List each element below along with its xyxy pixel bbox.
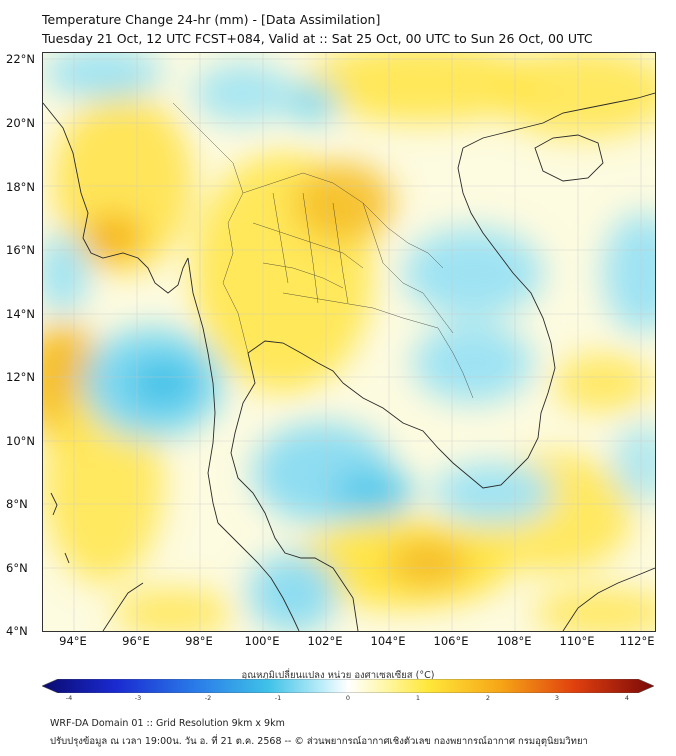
boundary-myanmar-thailand (212, 142, 249, 354)
lat-label: 20°N (6, 116, 35, 130)
lat-label: 10°N (6, 434, 35, 448)
cambodia-vietnam-coast (342, 382, 549, 489)
colorbar-tick: -4 (65, 694, 73, 702)
temperature-field-map (43, 53, 655, 631)
nicobar-islands (64, 552, 70, 564)
borneo-coast (562, 567, 655, 631)
colorbar-tick: 2 (485, 694, 491, 702)
coastlines (43, 92, 655, 631)
lat-label: 8°N (6, 497, 28, 511)
lat-label: 14°N (6, 307, 35, 321)
lon-label: 102°E (307, 634, 343, 648)
boundary-thai-provinces-2 (262, 262, 344, 289)
boundary-cambodia-thailand (282, 292, 439, 329)
colorbar-tick: 4 (624, 694, 630, 702)
lat-label: 16°N (6, 243, 35, 257)
boundary-thai-provinces-5 (332, 202, 349, 304)
title-line-1: Temperature Change 24-hr (mm) - [Data As… (42, 12, 381, 27)
colorbar-title: อุณหภูมิเปลี่ยนแปลง หน่วย องศาเซลเซียส (… (241, 670, 435, 681)
south-china-coast (462, 92, 655, 149)
colorbar-ramp (42, 679, 654, 693)
colorbar-tick: -3 (134, 694, 142, 702)
lat-label: 12°N (6, 370, 35, 384)
lat-label: 4°N (6, 624, 28, 638)
title-line-2: Tuesday 21 Oct, 12 UTC FCST+084, Valid a… (42, 31, 593, 46)
lon-label: 100°E (244, 634, 280, 648)
vietnam-east-coast (457, 147, 556, 394)
andaman-islands (50, 492, 58, 516)
temperature-field (43, 53, 655, 631)
andaman-coast (187, 257, 219, 524)
map-title: Temperature Change 24-hr (mm) - [Data As… (42, 10, 593, 48)
boundary-myanmar-china (172, 102, 214, 144)
boundary-thai-provinces-1 (252, 222, 364, 269)
sumatra-coast (102, 582, 144, 631)
colorbar-tick: -2 (204, 694, 212, 702)
colorbar (42, 679, 654, 693)
lat-label: 6°N (6, 561, 28, 575)
peninsula-east-coast (230, 352, 359, 631)
graticule (43, 53, 655, 631)
boundary-thai-provinces-4 (302, 192, 319, 304)
lon-label: 108°E (496, 634, 532, 648)
footer-model-info: WRF-DA Domain 01 :: Grid Resolution 9km … (50, 718, 285, 729)
admin-boundaries (172, 102, 474, 399)
lon-label: 112°E (619, 634, 655, 648)
colorbar-tick: 3 (554, 694, 560, 702)
upper-gulf-coast (247, 340, 344, 384)
lon-label: 104°E (370, 634, 406, 648)
hainan-island (534, 134, 604, 182)
malay-west-coast (217, 522, 300, 631)
map-panel[interactable] (42, 52, 656, 632)
lon-label: 94°E (59, 634, 87, 648)
myanmar-west-coast (43, 102, 189, 294)
boundary-laos-south (362, 202, 454, 334)
footer-credit: ปรับปรุงข้อมูล ณ เวลา 19:00น. วัน อ. ที่… (50, 736, 588, 747)
boundary-cambodia-vietnam (437, 327, 474, 399)
colorbar-tick: 1 (415, 694, 421, 702)
lon-label: 106°E (433, 634, 469, 648)
lat-label: 22°N (6, 52, 35, 66)
lon-label: 110°E (559, 634, 595, 648)
colorbar-tick: 0 (345, 694, 351, 702)
colorbar-tick: -1 (274, 694, 282, 702)
lon-label: 96°E (122, 634, 150, 648)
boundary-thai-provinces-3 (272, 192, 289, 284)
lon-label: 98°E (185, 634, 213, 648)
lat-label: 18°N (6, 180, 35, 194)
